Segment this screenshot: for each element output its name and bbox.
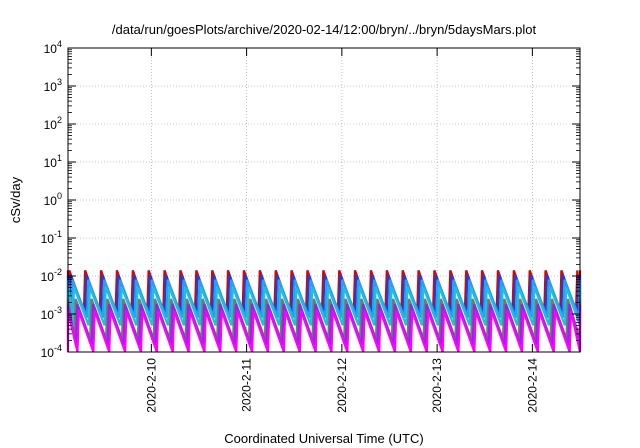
y-tick-exponent: -3: [54, 305, 62, 315]
y-tick-exponent: 3: [57, 77, 62, 87]
y-tick-exponent: 4: [57, 39, 62, 49]
y-tick-base: 10: [44, 118, 58, 132]
y-tick-exponent: -4: [54, 343, 62, 353]
x-axis: 2020-2-10 2020-2-11 2020-2-12 2020-2-13 2020…: [144, 48, 539, 413]
y-tick-label: 100: [44, 191, 62, 208]
y-tick-exponent: 0: [57, 191, 62, 201]
y-tick-label: 10-1: [41, 229, 62, 246]
y-tick-base: 10: [44, 194, 58, 208]
y-tick-base: 10: [44, 42, 58, 56]
x-tick-label: 2020-2-10: [144, 358, 158, 413]
y-tick-base: 10: [41, 308, 55, 322]
x-tick-label: 2020-2-14: [525, 358, 539, 413]
chart-title: /data/run/goesPlots/archive/2020-02-14/1…: [112, 22, 537, 37]
y-tick-label: 10-2: [41, 267, 62, 284]
x-tick-label: 2020-2-11: [240, 358, 254, 412]
y-tick-exponent: -1: [54, 229, 62, 239]
y-tick-label: 101: [44, 153, 62, 170]
y-tick-exponent: 1: [57, 153, 62, 163]
series-line-7: [66, 310, 582, 353]
y-tick-base: 10: [44, 80, 58, 94]
y-tick-label: 102: [44, 115, 62, 132]
y-tick-base: 10: [41, 346, 55, 360]
series-line-3: [66, 279, 582, 319]
y-tick-base: 10: [44, 156, 58, 170]
y-tick-label: 104: [44, 39, 62, 56]
y-tick-base: 10: [41, 270, 55, 284]
y-tick-exponent: 2: [57, 115, 62, 125]
x-tick-label: 2020-2-13: [430, 358, 444, 413]
y-tick-exponent: -2: [54, 267, 62, 277]
y-tick-label: 10-4: [41, 343, 62, 360]
y-tick-label: 10-3: [41, 305, 62, 322]
x-axis-label: Coordinated Universal Time (UTC): [224, 431, 423, 446]
series-line-4: [66, 287, 582, 326]
y-tick-label: 103: [44, 77, 62, 94]
series-layer: [66, 270, 582, 353]
x-tick-label: 2020-2-12: [335, 358, 349, 413]
y-axis-label: cSv/day: [8, 176, 23, 223]
y-tick-base: 10: [41, 232, 55, 246]
